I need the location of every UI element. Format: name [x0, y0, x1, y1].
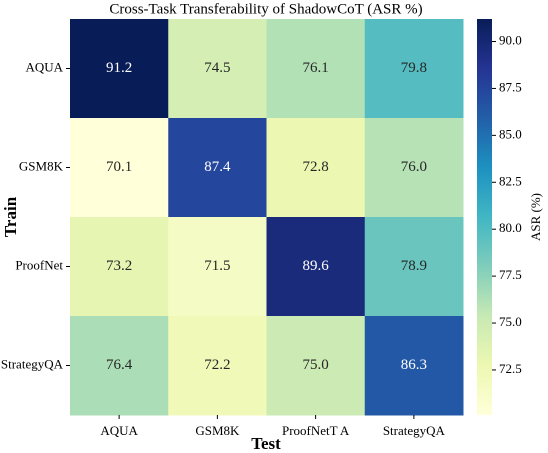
heatmap-cell [168, 316, 267, 416]
x-tick-label: GSM8K [195, 423, 240, 438]
heatmap-cell [266, 217, 366, 317]
cell-label: 91.2 [106, 60, 132, 76]
heatmap-cell [168, 118, 267, 218]
y-tick-label: AQUA [25, 59, 63, 74]
heatmap-cell [70, 316, 169, 416]
heatmap-cell [364, 217, 464, 317]
cell-label: 79.8 [401, 60, 427, 76]
heatmap-cell [168, 19, 267, 119]
x-tick-label: ProofNetT A [282, 423, 350, 438]
cell-label: 86.3 [401, 357, 427, 373]
cell-label: 74.5 [204, 60, 230, 76]
cell-label: 76.1 [303, 60, 329, 76]
x-tick-label: AQUA [100, 423, 138, 438]
y-tick-label: GSM8K [19, 158, 64, 173]
cell-label: 70.1 [106, 159, 132, 175]
heatmap-cell [266, 316, 366, 416]
cell-label: 71.5 [204, 258, 230, 274]
heatmap-cell [364, 19, 464, 119]
heatmap-cell [168, 217, 267, 317]
colorbar-tick-label: 72.5 [499, 361, 522, 376]
colorbar-tick-label: 87.5 [499, 79, 522, 94]
x-axis-title: Test [251, 434, 281, 453]
heatmap-cell [70, 217, 169, 317]
y-tick-label: ProofNet [15, 257, 63, 272]
cell-label: 72.2 [204, 357, 230, 373]
heatmap-cell [266, 118, 366, 218]
heatmap-cell [70, 19, 169, 119]
cell-label: 76.4 [106, 357, 133, 373]
colorbar-tick-label: 77.5 [499, 267, 522, 282]
colorbar [477, 19, 492, 415]
colorbar-tick-label: 90.0 [499, 33, 522, 48]
colorbar-tick-label: 80.0 [499, 220, 522, 235]
heatmap-cell [364, 316, 464, 416]
cell-label: 73.2 [106, 258, 132, 274]
cell-label: 76.0 [401, 159, 427, 175]
y-axis-title: Train [1, 196, 20, 237]
cell-label: 72.8 [303, 159, 329, 175]
cell-label: 87.4 [204, 159, 231, 175]
cell-label: 75.0 [303, 357, 329, 373]
x-tick-label: StrategyQA [383, 423, 446, 438]
colorbar-title: ASR (%) [528, 193, 543, 241]
heatmap-cell [70, 118, 169, 218]
heatmap-cell [364, 118, 464, 218]
cell-label: 78.9 [401, 258, 427, 274]
y-tick-label: StrategyQA [1, 356, 64, 371]
colorbar-tick-label: 85.0 [499, 126, 522, 141]
chart-title: Cross-Task Transferability of ShadowCoT … [109, 1, 422, 17]
colorbar-tick-label: 82.5 [499, 173, 522, 188]
heatmap-cell [266, 19, 366, 119]
colorbar-tick-label: 75.0 [499, 314, 522, 329]
cell-label: 89.6 [303, 258, 330, 274]
